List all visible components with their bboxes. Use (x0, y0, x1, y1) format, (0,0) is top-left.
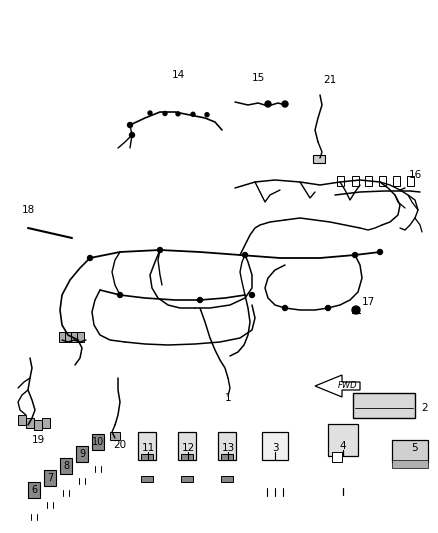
Bar (92, 434, 104, 450)
Circle shape (283, 305, 287, 311)
Bar (218, 432, 236, 460)
Bar (178, 432, 196, 460)
Text: 17: 17 (361, 297, 374, 307)
Circle shape (176, 112, 180, 116)
Text: 1: 1 (225, 393, 231, 403)
Circle shape (205, 112, 209, 117)
Bar (262, 432, 288, 460)
Bar (44, 470, 56, 486)
Circle shape (282, 101, 288, 107)
Polygon shape (315, 375, 360, 397)
Circle shape (352, 306, 360, 314)
Bar (337, 176, 344, 186)
Text: 6: 6 (31, 485, 37, 495)
Circle shape (163, 111, 167, 116)
Circle shape (325, 305, 331, 311)
Text: 2: 2 (422, 403, 428, 413)
Circle shape (88, 255, 92, 261)
Circle shape (127, 123, 133, 127)
Text: 16: 16 (408, 170, 422, 180)
Bar (379, 176, 386, 186)
Text: 21: 21 (323, 75, 337, 85)
Text: 9: 9 (79, 449, 85, 459)
Bar (141, 476, 153, 482)
Text: 7: 7 (47, 473, 53, 483)
Bar (76, 446, 88, 462)
Text: 19: 19 (32, 435, 45, 445)
Bar (365, 176, 372, 186)
Text: 8: 8 (63, 461, 69, 471)
Bar (181, 476, 193, 482)
Text: 3: 3 (272, 443, 278, 453)
Circle shape (378, 249, 382, 254)
Text: 13: 13 (221, 443, 235, 453)
Circle shape (198, 297, 202, 303)
Bar (353, 393, 415, 418)
Text: 20: 20 (113, 440, 127, 450)
Bar (141, 454, 153, 460)
Text: 5: 5 (412, 443, 418, 453)
Circle shape (158, 247, 162, 253)
Text: 10: 10 (92, 437, 104, 447)
Circle shape (265, 101, 271, 107)
Bar (392, 440, 428, 462)
Circle shape (130, 133, 134, 138)
Bar (60, 458, 72, 474)
Circle shape (191, 112, 195, 116)
Circle shape (148, 111, 152, 115)
Bar (138, 432, 156, 460)
Bar (181, 454, 193, 460)
Bar (332, 452, 342, 462)
Text: 11: 11 (141, 443, 155, 453)
Bar (77, 332, 84, 342)
Text: 4: 4 (340, 441, 346, 451)
Bar (18, 415, 26, 425)
Bar (59, 332, 66, 342)
Text: FWD: FWD (338, 382, 358, 391)
Bar (34, 420, 42, 430)
Circle shape (250, 293, 254, 297)
Bar (110, 432, 120, 440)
Circle shape (243, 253, 247, 257)
Bar (42, 418, 50, 428)
Bar (328, 424, 358, 456)
Circle shape (117, 293, 123, 297)
Circle shape (353, 253, 357, 257)
Text: 18: 18 (21, 205, 35, 215)
Bar (313, 155, 325, 163)
Bar (221, 476, 233, 482)
Bar (407, 176, 414, 186)
Bar (65, 332, 72, 342)
Bar (393, 176, 400, 186)
Text: 14: 14 (171, 70, 185, 80)
Bar (26, 418, 34, 428)
Text: 15: 15 (251, 73, 265, 83)
Bar (221, 454, 233, 460)
Bar (392, 460, 428, 468)
Text: 12: 12 (181, 443, 194, 453)
Bar (28, 482, 40, 498)
Bar (352, 176, 359, 186)
Bar (71, 332, 78, 342)
